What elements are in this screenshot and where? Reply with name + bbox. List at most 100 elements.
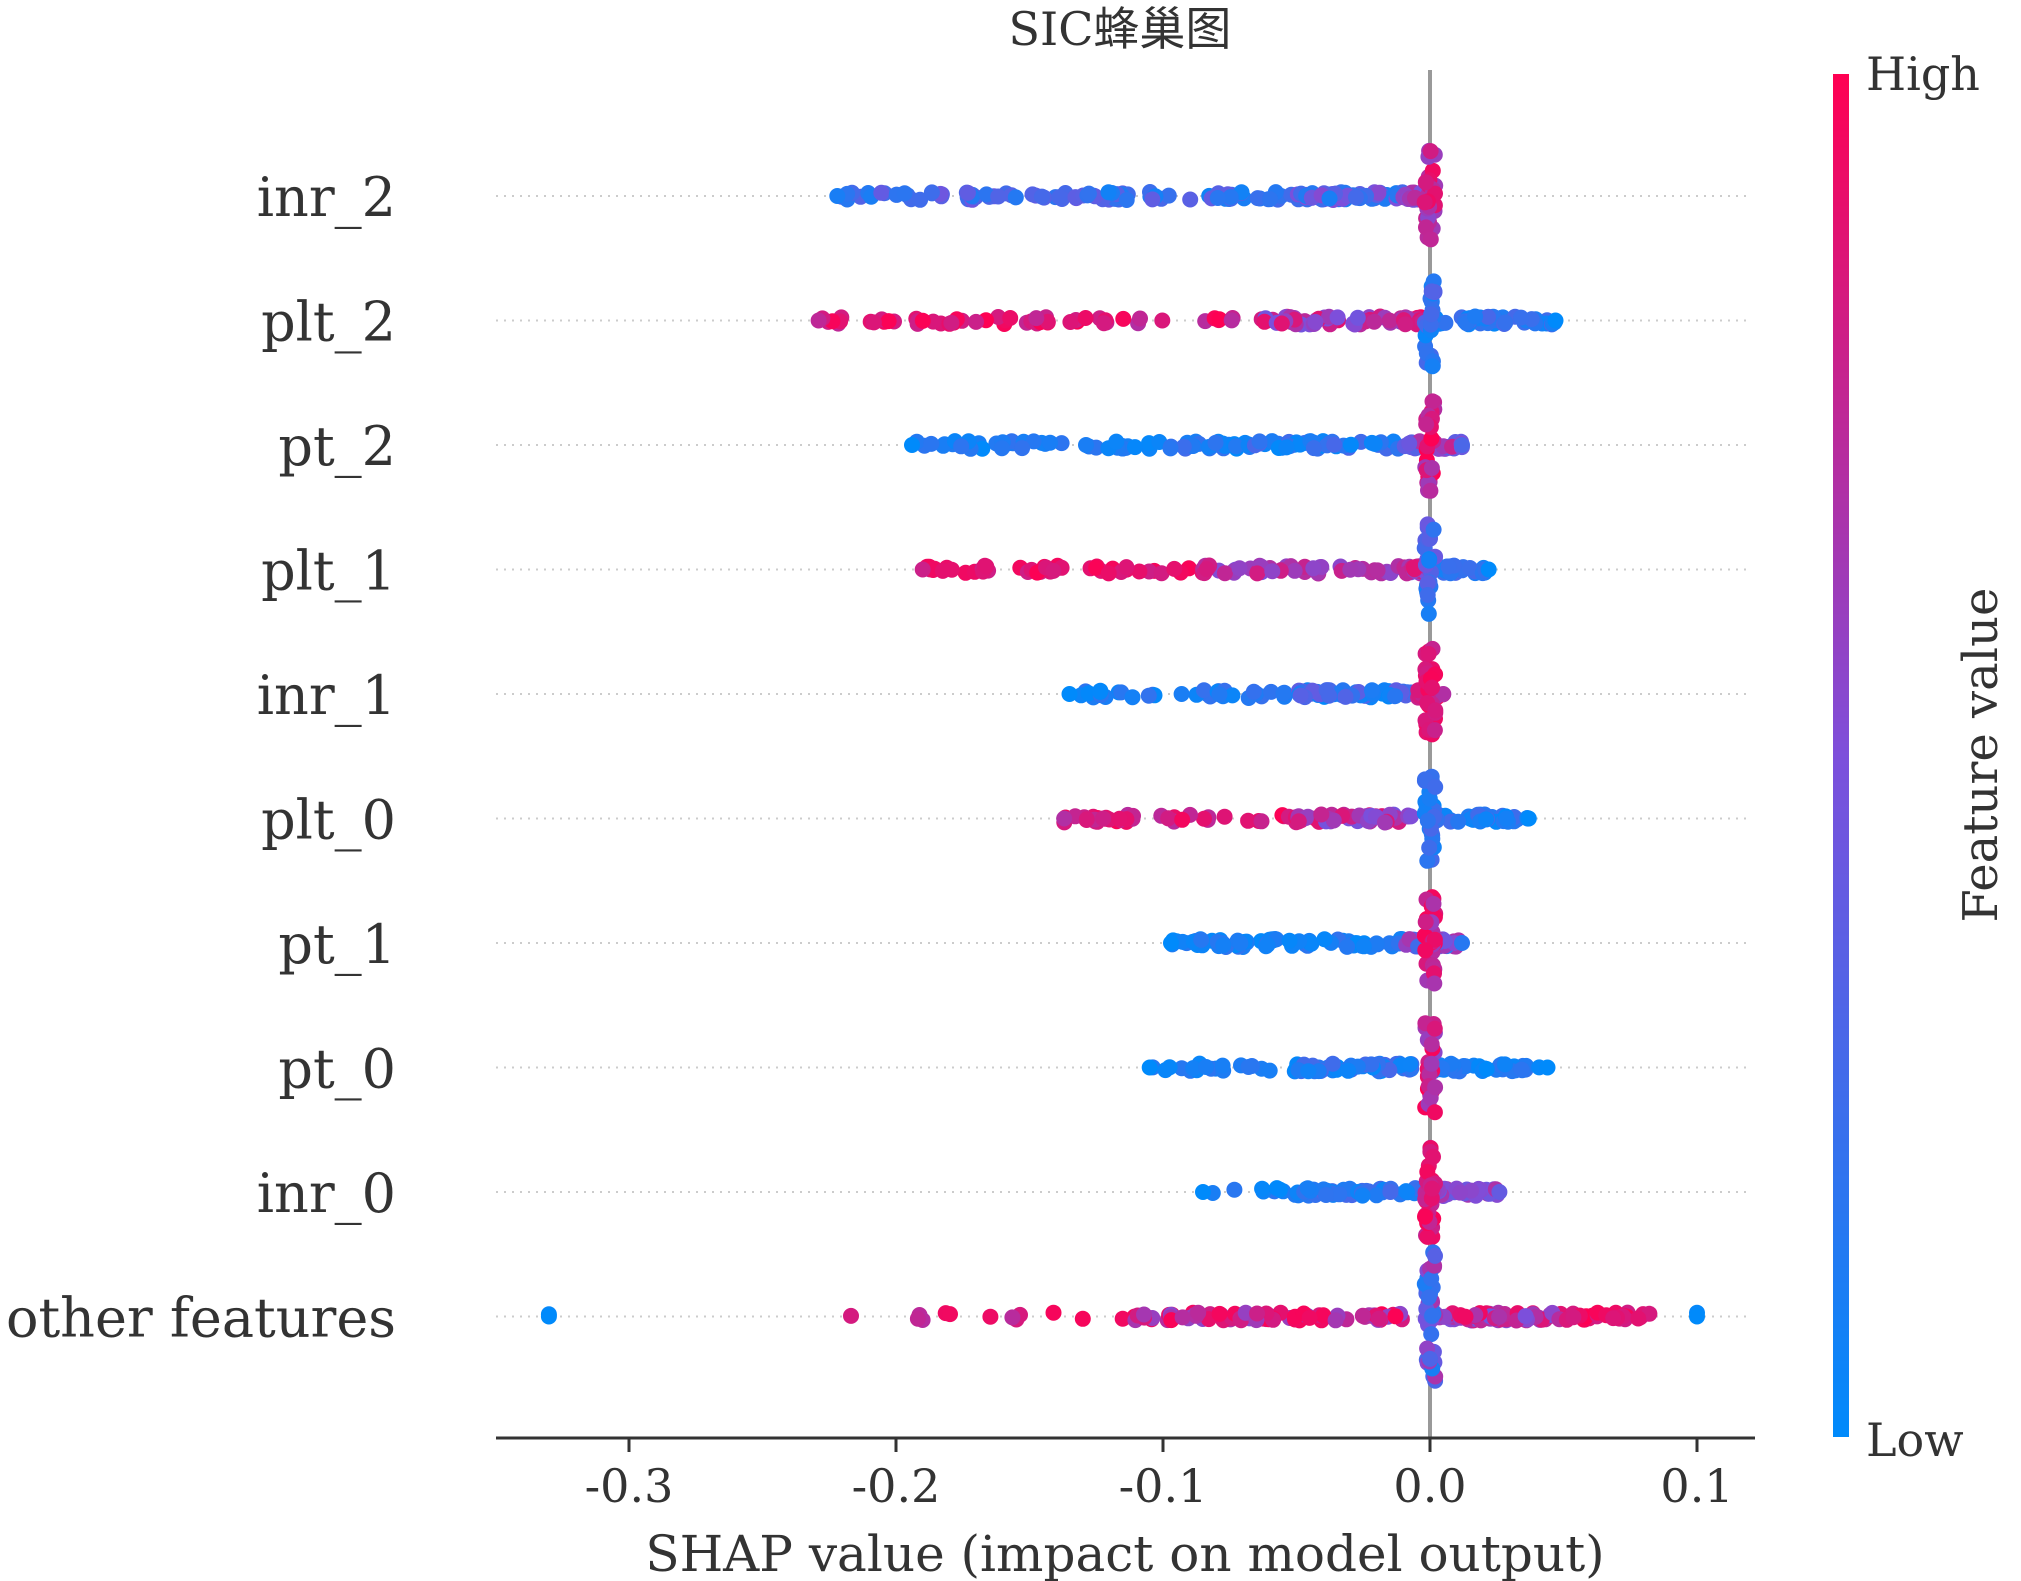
shap-point-other-features bbox=[1491, 1308, 1508, 1325]
shap-point-plt_1 bbox=[1118, 559, 1135, 576]
shap-point-pt_2 bbox=[1108, 433, 1125, 450]
shap-point-inr_0 bbox=[1299, 1180, 1316, 1197]
shap-point-inr_0 bbox=[1382, 1184, 1399, 1200]
shap-point-inr_1 bbox=[1424, 679, 1440, 696]
shap-point-inr_2 bbox=[959, 184, 976, 201]
shap-point-plt_2 bbox=[1423, 283, 1440, 300]
shap-point-inr_2 bbox=[912, 191, 929, 208]
shap-point-pt_0 bbox=[1363, 1056, 1380, 1073]
shap-point-inr_1 bbox=[1426, 722, 1443, 739]
shap-point-pt_2 bbox=[1014, 440, 1031, 457]
shap-point-other-features bbox=[909, 1310, 926, 1327]
shap-point-other-features bbox=[1074, 1310, 1091, 1327]
shap-point-inr_2 bbox=[1262, 191, 1278, 208]
shap-point-plt_0 bbox=[1174, 811, 1191, 828]
shap-point-pt_1 bbox=[1454, 935, 1470, 951]
shap-point-inr_2 bbox=[1416, 194, 1433, 211]
shap-point-plt_1 bbox=[1480, 561, 1497, 578]
shap-point-pt_0 bbox=[1340, 1062, 1357, 1079]
shap-point-plt_2 bbox=[968, 313, 984, 330]
shap-point-pt_2 bbox=[953, 438, 970, 455]
shap-point-inr_1 bbox=[1196, 682, 1212, 699]
shap-point-inr_1 bbox=[1321, 687, 1337, 704]
shap-point-inr_2 bbox=[1249, 190, 1266, 207]
shap-point-inr_2 bbox=[1118, 192, 1135, 208]
shap-point-plt_1 bbox=[1231, 560, 1248, 577]
shap-point-pt_1 bbox=[1425, 895, 1442, 912]
shap-point-inr_1 bbox=[1140, 687, 1157, 704]
shap-point-plt_1 bbox=[1421, 552, 1438, 569]
shap-point-other-features bbox=[1190, 1304, 1207, 1321]
shap-point-other-features bbox=[1211, 1305, 1228, 1322]
shap-point-inr_1 bbox=[1420, 646, 1437, 662]
shap-point-inr_1 bbox=[1387, 688, 1404, 705]
shap-point-inr_1 bbox=[1092, 683, 1109, 700]
shap-point-plt_1 bbox=[1369, 562, 1386, 579]
shap-point-other-features bbox=[1327, 1312, 1344, 1329]
shap-point-inr_2 bbox=[1007, 189, 1024, 206]
x-tick-label: 0.1 bbox=[1660, 1459, 1733, 1513]
feature-label-pt_1: pt_1 bbox=[278, 913, 396, 976]
shap-point-inr_2 bbox=[1080, 185, 1097, 202]
shap-point-pt_2 bbox=[1423, 460, 1440, 476]
colorbar-low-label: Low bbox=[1866, 1413, 1964, 1467]
shap-point-pt_2 bbox=[1454, 437, 1470, 453]
shap-point-other-features bbox=[1301, 1309, 1318, 1326]
shap-point-inr_1 bbox=[1292, 687, 1309, 704]
shap-point-pt_0 bbox=[1198, 1059, 1215, 1075]
shap-point-inr_0 bbox=[1254, 1180, 1271, 1197]
shap-point-pt_2 bbox=[1424, 393, 1441, 410]
shap-point-inr_0 bbox=[1417, 1208, 1433, 1225]
shap-point-inr_2 bbox=[1321, 190, 1338, 207]
shap-point-inr_1 bbox=[1211, 686, 1228, 703]
shap-point-plt_0 bbox=[1216, 808, 1233, 825]
shap-point-pt_1 bbox=[1316, 931, 1333, 948]
shap-point-pt_1 bbox=[1232, 935, 1249, 952]
shap-point-inr_0 bbox=[1268, 1180, 1285, 1197]
shap-point-plt_2 bbox=[1077, 310, 1094, 326]
shap-point-plt_2 bbox=[1513, 309, 1529, 326]
shap-point-plt_0 bbox=[1111, 810, 1128, 827]
shap-point-inr_1 bbox=[1124, 689, 1141, 706]
feature-label-inr_0: inr_0 bbox=[257, 1162, 396, 1225]
shap-point-plt_2 bbox=[1329, 309, 1346, 326]
shap-point-pt_2 bbox=[993, 440, 1010, 457]
shap-point-pt_2 bbox=[1251, 433, 1268, 450]
shap-point-inr_0 bbox=[1226, 1181, 1243, 1198]
shap-point-inr_1 bbox=[1061, 686, 1078, 702]
shap-point-plt_2 bbox=[1002, 310, 1019, 326]
shap-point-other-features bbox=[1174, 1309, 1191, 1326]
shap-point-pt_0 bbox=[1423, 1055, 1440, 1072]
shap-point-inr_2 bbox=[1182, 191, 1199, 208]
shap-point-inr_1 bbox=[1245, 683, 1262, 700]
shap-point-plt_1 bbox=[1419, 575, 1436, 592]
shap-point-inr_2 bbox=[923, 184, 940, 201]
shap-point-pt_2 bbox=[1053, 435, 1070, 452]
shap-point-other-features bbox=[1315, 1307, 1332, 1324]
shap-point-inr_1 bbox=[1337, 688, 1354, 705]
shap-point-pt_2 bbox=[1401, 435, 1418, 452]
shap-point-pt_2 bbox=[904, 437, 920, 453]
shap-point-plt_1 bbox=[1153, 565, 1170, 582]
feature-labels: inr_2 plt_2 pt_2 plt_1 inr_1 plt_0 pt_1 pt_0inr… bbox=[6, 166, 396, 1350]
shap-point-pt_2 bbox=[1418, 416, 1435, 433]
shap-point-pt_1 bbox=[1174, 933, 1191, 950]
shap-point-plt_0 bbox=[1376, 814, 1393, 831]
shap-point-pt_2 bbox=[1207, 434, 1224, 451]
shap-point-inr_0 bbox=[1368, 1187, 1385, 1204]
shap-point-plt_2 bbox=[1028, 310, 1045, 327]
shap-point-pt_1 bbox=[1259, 937, 1276, 953]
x-tick-label: -0.1 bbox=[1119, 1459, 1208, 1513]
shap-point-plt_2 bbox=[914, 312, 931, 329]
shap-point-other-features bbox=[1427, 1247, 1443, 1264]
shap-point-other-features bbox=[1423, 1326, 1440, 1343]
shap-point-pt_1 bbox=[1163, 935, 1179, 951]
shap-point-plt_1 bbox=[1419, 587, 1436, 603]
shap-point-pt_0 bbox=[1539, 1059, 1556, 1076]
shap-point-pt_0 bbox=[1185, 1060, 1202, 1077]
shap-point-plt_1 bbox=[1461, 560, 1478, 576]
shap-point-pt_2 bbox=[1366, 435, 1383, 452]
feature-label-plt_2: plt_2 bbox=[261, 291, 396, 354]
shap-point-inr_0 bbox=[1452, 1184, 1468, 1201]
